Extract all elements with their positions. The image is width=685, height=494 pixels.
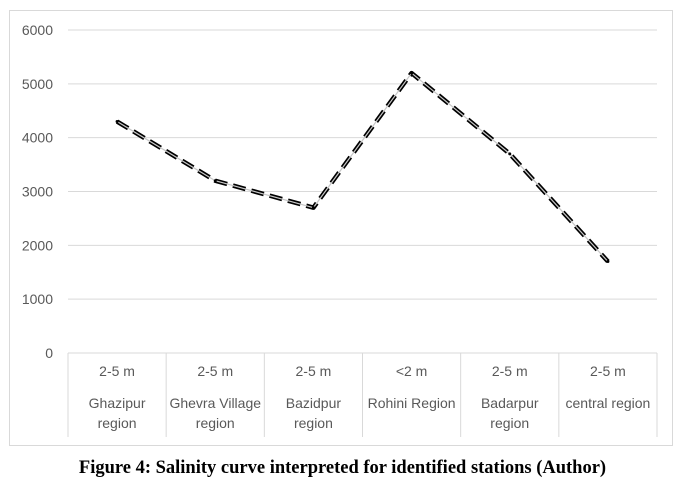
x-tick-label: 2-5 m [296,363,332,379]
x-tick-label: region [490,415,529,431]
data-point [508,152,512,156]
data-point [213,179,217,183]
x-axis-labels: 2-5 m Ghazipur region 2-5 m Ghevra Village re… [89,363,651,431]
x-tick-label: Badarpur [481,395,539,411]
x-tick-label: Ghevra Village [169,395,261,411]
x-tick-label: 2-5 m [197,363,233,379]
series-line [115,70,610,263]
x-tick-label: Bazidpur [286,395,342,411]
x-tick-label: central region [566,395,651,411]
data-point [410,71,414,75]
x-tick-label: region [98,415,137,431]
gridlines [68,29,657,300]
category-axis [67,352,658,437]
figure-caption: Figure 4: Salinity curve interpreted for… [78,458,607,478]
series-line-highlight [116,72,609,262]
data-point [606,259,610,263]
x-tick-label: Rohini Region [368,395,456,411]
data-point [311,206,315,210]
y-tick-label: 1000 [22,291,53,307]
chart-frame [9,10,673,446]
x-tick-label: Ghazipur [89,395,146,411]
y-tick-label: 3000 [22,184,53,200]
y-tick-label: 5000 [22,76,53,92]
x-tick-label: 2-5 m [492,363,528,379]
y-tick-label: 0 [45,345,53,361]
y-tick-label: 6000 [22,22,53,38]
x-tick-label: 2-5 m [590,363,626,379]
y-axis-ticks: 0 1000 2000 3000 4000 5000 6000 [22,22,53,361]
x-tick-label: <2 m [396,363,428,379]
x-tick-label: 2-5 m [99,363,135,379]
y-tick-label: 2000 [22,237,53,253]
series-layer [115,70,610,263]
x-tick-label: region [294,415,333,431]
data-point [115,120,119,124]
y-tick-label: 4000 [22,130,53,146]
x-tick-label: region [196,415,235,431]
